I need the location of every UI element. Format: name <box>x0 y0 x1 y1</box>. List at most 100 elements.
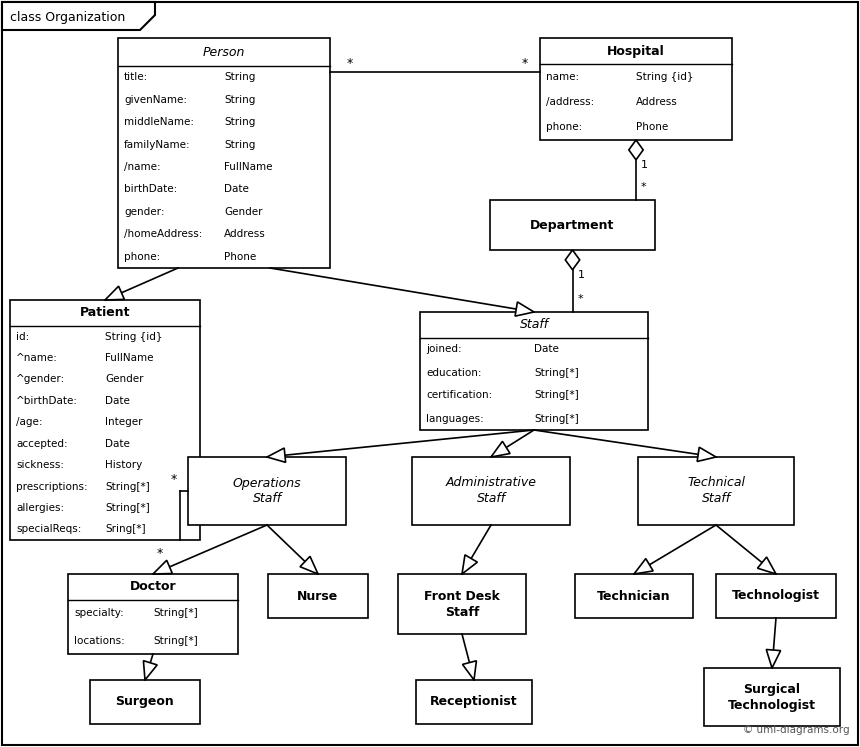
Text: title:: title: <box>124 72 148 82</box>
Polygon shape <box>565 250 580 270</box>
Text: String: String <box>224 95 255 105</box>
Text: Gender: Gender <box>105 374 144 385</box>
Text: Technical
Staff: Technical Staff <box>687 477 745 506</box>
Text: specialty:: specialty: <box>74 609 124 619</box>
Bar <box>420 312 648 430</box>
Text: middleName:: middleName: <box>124 117 194 127</box>
Text: /address:: /address: <box>546 97 594 107</box>
Text: Nurse: Nurse <box>298 589 339 603</box>
Text: Date: Date <box>534 344 559 355</box>
Text: languages:: languages: <box>426 414 483 424</box>
Text: *: * <box>171 473 177 486</box>
Text: Gender: Gender <box>224 207 262 217</box>
Text: *: * <box>347 58 353 70</box>
Polygon shape <box>629 140 643 160</box>
Text: Integer: Integer <box>105 418 143 427</box>
Text: Surgeon: Surgeon <box>115 695 175 708</box>
Text: String[*]: String[*] <box>534 368 579 377</box>
Text: /name:: /name: <box>124 162 161 172</box>
Text: birthDate:: birthDate: <box>124 185 177 194</box>
Text: FullName: FullName <box>224 162 273 172</box>
Text: Department: Department <box>531 219 615 232</box>
Bar <box>118 38 330 268</box>
Polygon shape <box>300 557 318 574</box>
Text: phone:: phone: <box>546 123 582 132</box>
Text: Surgical
Technologist: Surgical Technologist <box>728 683 816 711</box>
Bar <box>638 457 794 525</box>
Text: Administrative
Staff: Administrative Staff <box>445 477 537 506</box>
Text: String: String <box>224 117 255 127</box>
Bar <box>716 574 836 618</box>
Text: String[*]: String[*] <box>534 391 579 400</box>
Text: *: * <box>578 294 583 304</box>
Bar <box>68 574 238 654</box>
Polygon shape <box>462 555 477 574</box>
Text: String[*]: String[*] <box>105 482 150 492</box>
Polygon shape <box>267 448 286 462</box>
Text: Date: Date <box>224 185 249 194</box>
Polygon shape <box>105 286 125 300</box>
Text: Phone: Phone <box>224 252 256 261</box>
Polygon shape <box>766 649 781 668</box>
Polygon shape <box>144 660 157 680</box>
Text: Address: Address <box>224 229 266 239</box>
Text: Date: Date <box>105 438 130 449</box>
Text: givenName:: givenName: <box>124 95 187 105</box>
Text: ^birthDate:: ^birthDate: <box>16 396 78 406</box>
Bar <box>90 680 200 724</box>
Bar <box>704 668 840 726</box>
Polygon shape <box>515 302 534 316</box>
Text: joined:: joined: <box>426 344 462 355</box>
Text: /age:: /age: <box>16 418 42 427</box>
Polygon shape <box>153 560 172 574</box>
Text: Front Desk
Staff: Front Desk Staff <box>424 589 500 619</box>
Bar <box>398 574 526 634</box>
Text: gender:: gender: <box>124 207 164 217</box>
Text: name:: name: <box>546 72 579 81</box>
Text: id:: id: <box>16 332 29 341</box>
Text: Staff: Staff <box>519 318 549 332</box>
Text: Phone: Phone <box>636 123 668 132</box>
Bar <box>412 457 570 525</box>
Text: 1: 1 <box>578 270 585 280</box>
Text: education:: education: <box>426 368 482 377</box>
Text: familyName:: familyName: <box>124 140 191 149</box>
Polygon shape <box>463 661 476 680</box>
Text: String: String <box>224 72 255 82</box>
Text: certification:: certification: <box>426 391 492 400</box>
Text: sickness:: sickness: <box>16 460 64 470</box>
Text: Patient: Patient <box>80 306 130 320</box>
Text: locations:: locations: <box>74 636 125 645</box>
Text: Doctor: Doctor <box>130 580 176 594</box>
Text: History: History <box>105 460 142 470</box>
Polygon shape <box>2 2 155 30</box>
Text: Operations
Staff: Operations Staff <box>233 477 301 506</box>
Text: String: String <box>224 140 255 149</box>
Text: *: * <box>522 58 528 70</box>
Text: String[*]: String[*] <box>534 414 579 424</box>
Text: String[*]: String[*] <box>153 636 198 645</box>
Text: phone:: phone: <box>124 252 160 261</box>
Text: String[*]: String[*] <box>105 503 150 513</box>
Text: © uml-diagrams.org: © uml-diagrams.org <box>743 725 850 735</box>
Text: *: * <box>641 182 647 192</box>
Bar <box>188 457 346 525</box>
Polygon shape <box>491 441 510 457</box>
Text: 1: 1 <box>641 160 648 170</box>
Text: /homeAddress:: /homeAddress: <box>124 229 202 239</box>
Bar <box>268 574 368 618</box>
Text: Technologist: Technologist <box>732 589 820 603</box>
Bar <box>416 680 532 724</box>
Polygon shape <box>697 447 716 462</box>
Text: String[*]: String[*] <box>153 609 198 619</box>
Text: Date: Date <box>105 396 130 406</box>
Text: *: * <box>157 548 163 560</box>
Text: FullName: FullName <box>105 353 153 363</box>
Bar <box>10 300 200 540</box>
Bar <box>490 200 655 250</box>
Text: String {id}: String {id} <box>636 72 693 81</box>
Text: accepted:: accepted: <box>16 438 68 449</box>
Text: Address: Address <box>636 97 678 107</box>
Text: allergies:: allergies: <box>16 503 64 513</box>
Text: prescriptions:: prescriptions: <box>16 482 88 492</box>
